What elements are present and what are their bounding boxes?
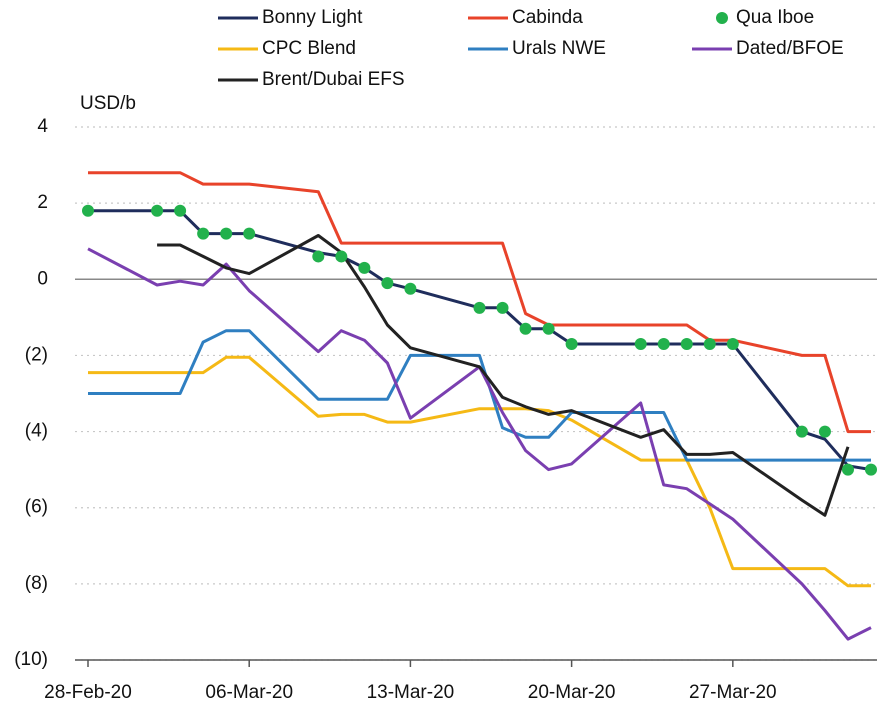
marker xyxy=(404,282,417,295)
marker xyxy=(197,227,210,240)
marker xyxy=(680,338,693,351)
y-tick-label: 0 xyxy=(37,268,48,289)
y-tick-label: (4) xyxy=(25,421,48,442)
x-tick-label: 13-Mar-20 xyxy=(367,682,455,703)
marker xyxy=(220,227,233,240)
y-tick-label: 4 xyxy=(37,116,48,137)
legend-label: Dated/BFOE xyxy=(736,38,844,59)
marker xyxy=(243,227,256,240)
marker xyxy=(818,425,831,438)
legend-label: Bonny Light xyxy=(262,7,363,28)
marker xyxy=(473,301,486,314)
marker xyxy=(496,301,509,314)
marker xyxy=(358,261,371,274)
series-line xyxy=(87,247,872,641)
marker xyxy=(865,463,877,476)
marker xyxy=(151,204,164,217)
legend-label: CPC Blend xyxy=(262,38,356,59)
marker xyxy=(335,250,348,263)
marker xyxy=(795,425,808,438)
series-line xyxy=(88,355,871,588)
marker xyxy=(174,204,187,217)
y-tick-label: (10) xyxy=(14,649,48,670)
legend-label: Brent/Dubai EFS xyxy=(262,69,405,90)
series-line xyxy=(88,329,871,462)
marker xyxy=(703,338,716,351)
marker xyxy=(565,338,578,351)
y-tick-label: (2) xyxy=(25,344,48,365)
x-tick-label: 28-Feb-20 xyxy=(44,682,132,703)
marker xyxy=(657,338,670,351)
x-tick-label: 20-Mar-20 xyxy=(528,682,616,703)
marker xyxy=(542,322,555,335)
x-tick-label: 27-Mar-20 xyxy=(689,682,777,703)
marker xyxy=(841,463,854,476)
legend-label: Urals NWE xyxy=(512,38,606,59)
legend-swatch xyxy=(716,12,728,24)
y-tick-label: 2 xyxy=(37,192,48,213)
marker xyxy=(634,338,647,351)
y-axis-label: USD/b xyxy=(80,93,136,114)
x-tick-label: 06-Mar-20 xyxy=(205,682,293,703)
y-tick-label: (8) xyxy=(25,573,48,594)
legend-label: Qua Iboe xyxy=(736,7,814,28)
series-line xyxy=(157,234,850,517)
marker xyxy=(519,322,532,335)
marker xyxy=(82,204,94,217)
marker xyxy=(726,338,739,351)
legend-label: Cabinda xyxy=(512,7,583,28)
marker xyxy=(312,250,325,263)
y-tick-label: (6) xyxy=(25,497,48,518)
marker xyxy=(381,277,394,290)
